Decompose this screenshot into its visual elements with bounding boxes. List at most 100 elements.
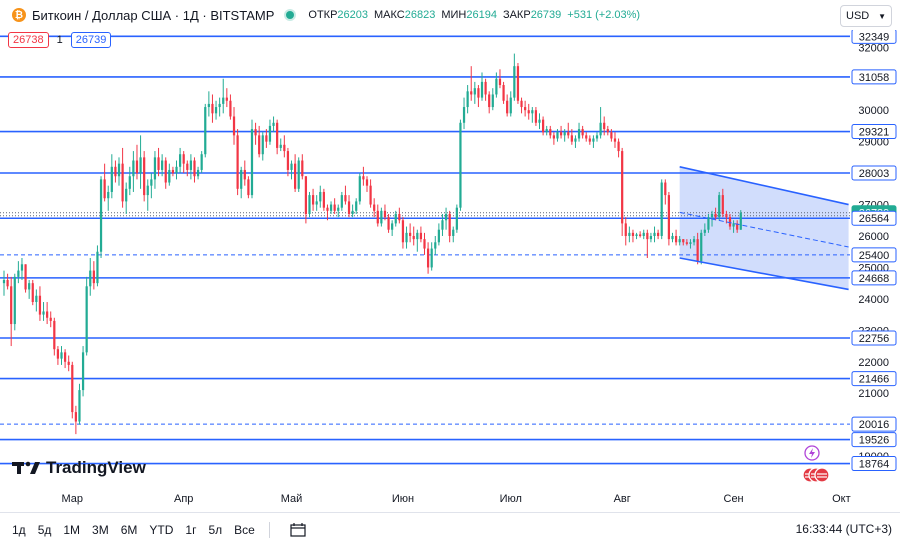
candle-body: [240, 169, 243, 189]
candle-body: [577, 129, 581, 139]
level-label: 20016: [859, 419, 890, 431]
candle-body: [599, 122, 602, 136]
candle-body: [207, 103, 210, 108]
candle-body: [351, 210, 354, 214]
candle-body: [28, 283, 31, 290]
market-status-icon[interactable]: [286, 11, 295, 19]
candle-body: [311, 195, 315, 205]
candle-body: [455, 207, 458, 230]
candle-body: [261, 135, 264, 155]
candle-body: [484, 81, 487, 95]
candle-body: [718, 195, 721, 218]
candle-body: [430, 248, 433, 268]
candle-body: [78, 390, 81, 422]
ohlc-open-label: ОТКР: [308, 9, 338, 21]
candle-body: [423, 239, 426, 249]
channel-upper-line[interactable]: [679, 166, 849, 206]
toolbar-divider: [268, 521, 270, 538]
candle-body: [326, 207, 329, 211]
candle-body: [674, 235, 678, 243]
ohlc-open-value: 26203: [337, 9, 369, 21]
candle-body: [434, 242, 437, 249]
candle-body: [426, 248, 430, 268]
date-range-icon[interactable]: [290, 522, 306, 537]
symbol-title[interactable]: Биткоин / Доллар США · 1Д · BITSTAMP: [32, 7, 275, 23]
candle-body: [99, 179, 103, 252]
candle-body: [254, 129, 257, 136]
ohlc-high: МАКС26823: [374, 9, 435, 21]
candle-body: [24, 264, 27, 290]
x-tick-label: Сен: [724, 493, 744, 505]
level-label-box: [851, 247, 897, 263]
spread-value: 1: [56, 34, 63, 46]
level-label: 19526: [859, 435, 890, 447]
candle-body: [20, 264, 24, 271]
candle-body: [617, 141, 620, 152]
candle-body: [556, 132, 559, 139]
chart-header: ₿ Биткоин / Доллар США · 1Д · BITSTAMP О…: [0, 0, 900, 30]
candle-body: [164, 160, 167, 183]
candle-body: [635, 234, 638, 236]
candle-body: [696, 239, 699, 262]
candle-body: [218, 103, 221, 108]
ohlc-open: ОТКР26203: [308, 9, 368, 21]
x-tick-label: Май: [281, 493, 303, 505]
candle-body: [398, 213, 401, 221]
candle-body: [139, 157, 142, 174]
range-button-3m[interactable]: 3М: [92, 522, 109, 537]
candle-body: [692, 239, 696, 243]
candle-body: [387, 217, 390, 230]
range-button-6m[interactable]: 6М: [120, 522, 138, 537]
x-axis-ticks: Мар Апр Май Июн Июл Авг Сен Окт: [62, 493, 851, 505]
range-button-1m[interactable]: 1М: [63, 522, 81, 537]
candle-body: [470, 91, 473, 95]
candle-body: [329, 204, 333, 211]
candle-body: [110, 166, 113, 192]
candle-body: [491, 94, 494, 108]
candle-body: [153, 157, 157, 180]
range-button-ytd[interactable]: YTD: [149, 522, 174, 537]
candle-body: [552, 135, 555, 139]
range-button-1y[interactable]: 1г: [185, 522, 197, 537]
candle-body: [549, 129, 552, 136]
candle-body: [567, 132, 570, 136]
candle-body: [409, 232, 412, 236]
level-label-box: [851, 165, 897, 181]
price-chart[interactable]: 1900020000210002200023000240002500026000…: [0, 30, 900, 512]
candle-body: [405, 232, 408, 243]
candle-body: [441, 220, 444, 230]
candle-body: [157, 157, 160, 170]
range-button-1d[interactable]: 1д: [12, 522, 26, 537]
candle-body: [283, 144, 286, 152]
candle-body: [268, 125, 272, 142]
candle-body: [279, 144, 282, 148]
us-flag-event-icon[interactable]: [814, 467, 830, 483]
candle-body: [304, 176, 308, 214]
candle-body: [92, 270, 95, 284]
ohlc-high-value: 26823: [404, 9, 436, 21]
candle-body: [135, 160, 139, 174]
candle-body: [272, 122, 275, 126]
event-icons[interactable]: [802, 445, 830, 483]
y-tick-label: 24000: [858, 294, 889, 306]
candle-body: [276, 122, 279, 148]
channel-mid-line[interactable]: [679, 211, 849, 248]
candle-body: [74, 412, 77, 422]
candle-body: [114, 166, 117, 177]
channel-lower-line[interactable]: [679, 257, 849, 291]
range-button-5y[interactable]: 5л: [208, 522, 223, 537]
range-button-5d[interactable]: 5д: [37, 522, 52, 537]
candle-body: [171, 169, 175, 174]
candle-body: [46, 311, 49, 318]
clock-timezone[interactable]: 16:33:44 (UTC+3): [795, 522, 892, 536]
candle-body: [624, 223, 627, 236]
ask-price-box[interactable]: 26739: [70, 32, 112, 48]
currency-select[interactable]: USD ▼: [840, 5, 892, 27]
candle-body: [294, 163, 297, 189]
candle-body: [631, 232, 635, 236]
candle-body: [67, 361, 70, 365]
candle-body: [362, 176, 365, 180]
range-button-all[interactable]: Все: [234, 522, 255, 537]
candle-body: [35, 295, 38, 303]
bid-price-box[interactable]: 26738: [8, 32, 49, 48]
